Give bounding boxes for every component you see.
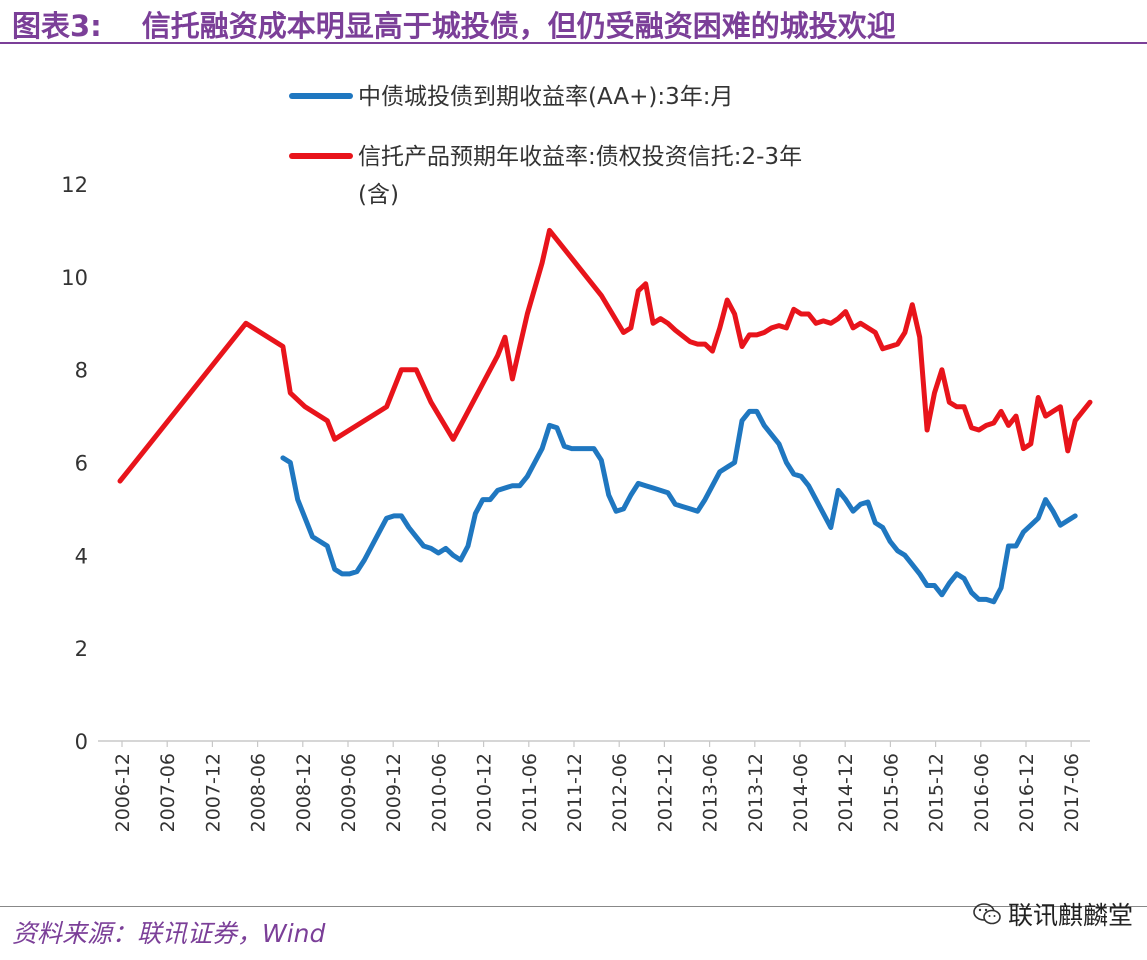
x-tick-label: 2011-06 <box>519 753 541 832</box>
x-tick-label: 2007-06 <box>157 753 179 832</box>
footer-divider <box>0 906 1147 907</box>
title-bar: 图表3: 信托融资成本明显高于城投债，但仍受融资困难的城投欢迎 <box>0 0 1147 44</box>
legend-label: 信托产品预期年收益率:债权投资信托:2-3年 (含) <box>358 144 802 208</box>
x-tick-label: 2016-06 <box>971 753 993 832</box>
legend-label-line2: (含) <box>358 182 399 208</box>
y-tick-label: 10 <box>61 266 88 290</box>
x-tick-label: 2015-12 <box>926 753 948 832</box>
x-tick-label: 2008-12 <box>293 753 315 832</box>
x-tick-label: 2015-06 <box>880 753 902 832</box>
x-tick-label: 2013-12 <box>745 753 767 832</box>
y-tick-label: 4 <box>75 544 88 568</box>
x-tick-label: 2007-12 <box>202 753 224 832</box>
series-line-chengtou <box>280 408 1078 605</box>
x-tick-label: 2013-06 <box>700 753 722 832</box>
y-tick-label: 2 <box>75 637 88 661</box>
x-tick-label: 2016-12 <box>1016 753 1038 832</box>
legend-label: 中债城投债到期收益率(AA+):3年:月 <box>358 84 733 110</box>
x-tick-label: 2006-12 <box>112 753 134 832</box>
x-tick-label: 2014-06 <box>790 753 812 832</box>
legend-label-line1: 信托产品预期年收益率:债权投资信托:2-3年 <box>358 144 802 170</box>
figure-title: 图表3: 信托融资成本明显高于城投债，但仍受融资困难的城投欢迎 <box>12 3 896 45</box>
figure-label: 图表3: <box>12 9 102 43</box>
x-tick-label: 2009-06 <box>338 753 360 832</box>
series-line-trust <box>117 227 1093 484</box>
x-tick-label: 2010-12 <box>474 753 496 832</box>
watermark: 联讯麒麟堂 <box>972 896 1133 932</box>
x-tick-label: 2014-12 <box>835 753 857 832</box>
watermark-text: 联讯麒麟堂 <box>1007 901 1133 930</box>
source-note: 资料来源：联讯证券，Wind <box>12 919 326 948</box>
x-tick-label: 2017-06 <box>1061 753 1083 832</box>
x-tick-label: 2011-12 <box>564 753 586 832</box>
wechat-icon <box>973 903 1001 925</box>
y-tick-label: 12 <box>61 173 88 197</box>
title-underline <box>0 42 1147 44</box>
line-chart: 0 2 4 6 8 10 12 2006-12 2007-06 2007-12 2008-06 200… <box>61 84 1093 832</box>
x-tick-label: 2012-06 <box>609 753 631 832</box>
x-tick-label: 2012-12 <box>654 753 676 832</box>
x-tick-label: 2009-12 <box>383 753 405 832</box>
y-tick-label: 8 <box>75 359 88 383</box>
x-tick-label: 2008-06 <box>248 753 270 832</box>
y-tick-label: 6 <box>75 452 88 476</box>
y-tick-label: 0 <box>75 730 88 754</box>
figure-title-text: 信托融资成本明显高于城投债，但仍受融资困难的城投欢迎 <box>141 9 896 43</box>
x-tick-label: 2010-06 <box>428 753 450 832</box>
